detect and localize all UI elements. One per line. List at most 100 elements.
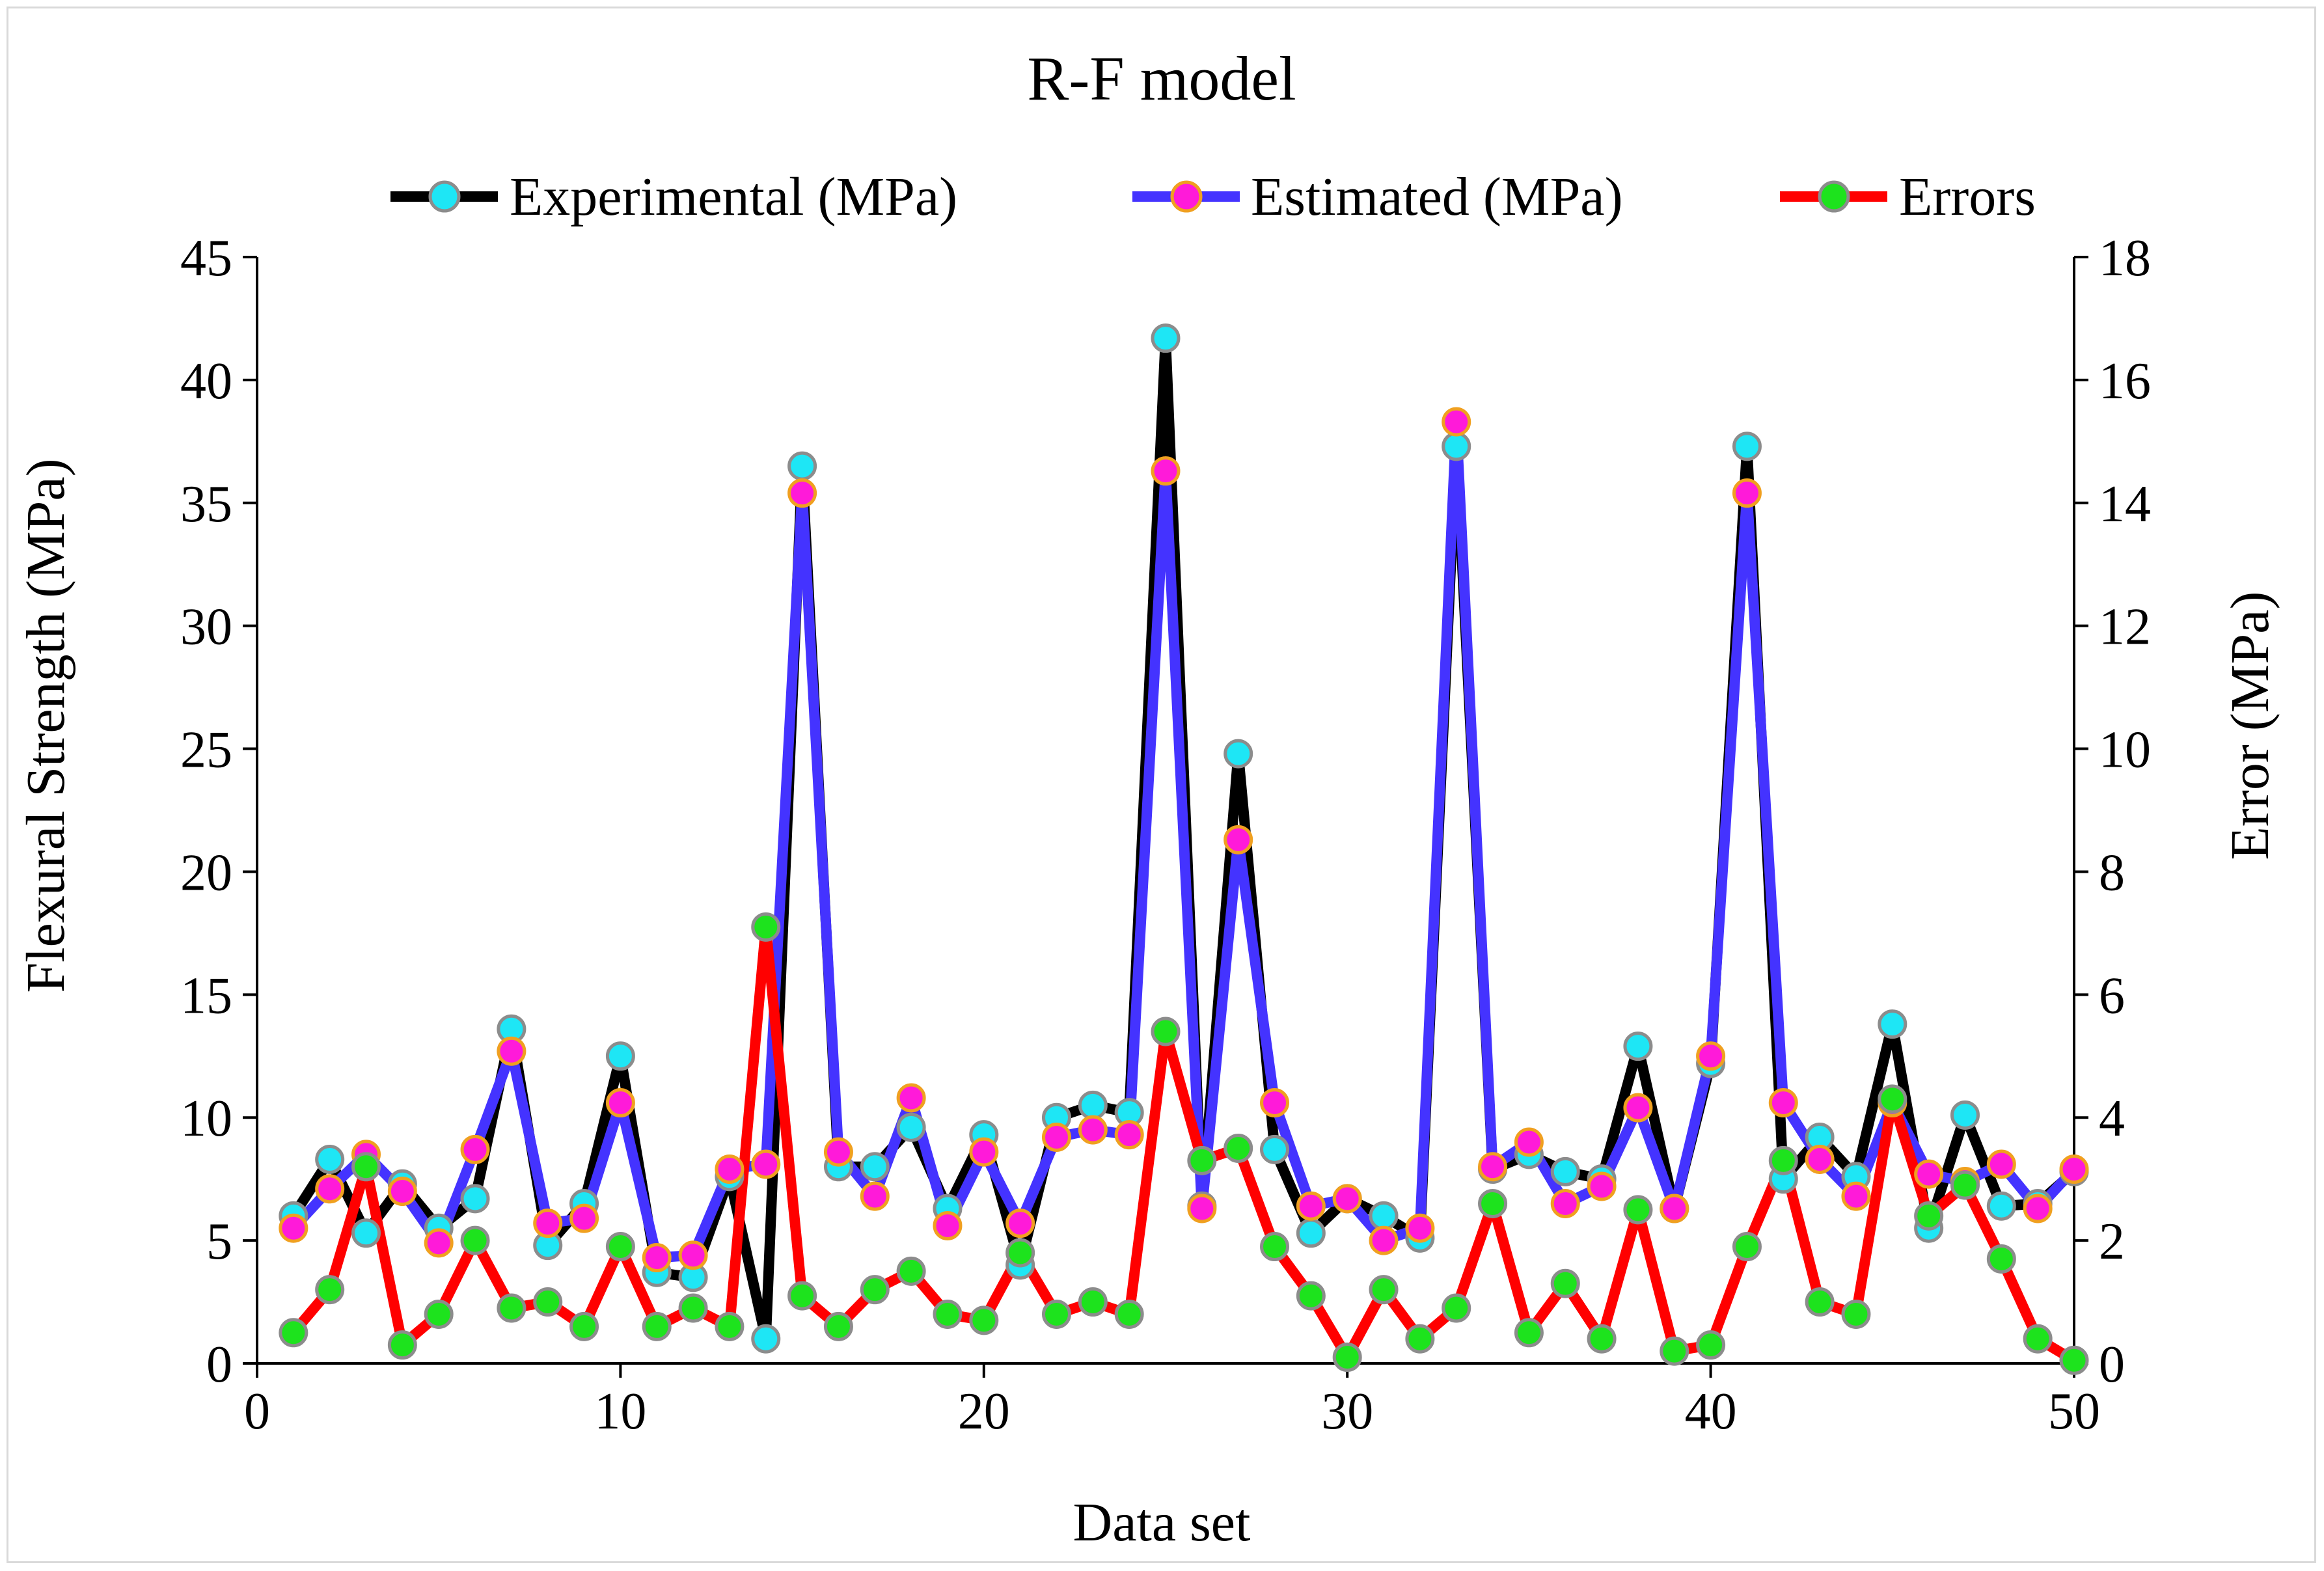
point-estimated	[1296, 1191, 1326, 1221]
point-experimental	[1986, 1191, 2016, 1221]
x-tick-label: 0	[244, 1383, 270, 1440]
point-estimated	[1805, 1144, 1835, 1174]
x-axis-label: Data set	[1073, 1492, 1251, 1553]
point-errors	[933, 1299, 963, 1329]
y-axis-left-label: Flexural Strength (MPa)	[16, 458, 76, 992]
point-errors	[1478, 1188, 1508, 1218]
point-estimated	[1151, 456, 1181, 486]
point-errors	[1005, 1238, 1035, 1268]
y-left-tick-label: 0	[206, 1336, 232, 1393]
point-errors	[1914, 1201, 1944, 1231]
legend-label-estimated: Estimated (MPa)	[1251, 167, 1623, 227]
point-experimental	[751, 1324, 781, 1354]
y-left-tick-label: 25	[180, 722, 232, 779]
point-estimated	[678, 1240, 708, 1270]
x-tick-label: 20	[958, 1383, 1010, 1440]
y-right-tick-label: 2	[2099, 1213, 2125, 1270]
point-errors	[787, 1281, 817, 1311]
point-errors	[1078, 1287, 1108, 1317]
y-right-tick-label: 4	[2099, 1090, 2125, 1147]
point-errors	[1805, 1287, 1835, 1317]
point-estimated	[715, 1154, 745, 1184]
point-errors	[1260, 1232, 1290, 1262]
point-estimated	[1224, 825, 1253, 854]
point-errors	[642, 1311, 672, 1341]
point-estimated	[823, 1137, 853, 1167]
y-right-tick-label: 6	[2099, 967, 2125, 1024]
point-errors	[1732, 1232, 1762, 1262]
point-experimental	[315, 1144, 345, 1174]
point-errors	[896, 1256, 926, 1286]
point-errors	[351, 1152, 381, 1182]
point-experimental	[460, 1184, 490, 1214]
point-estimated	[751, 1149, 781, 1179]
legend-item-experimental: Experimental (MPa)	[390, 167, 957, 227]
x-tick-label: 30	[1321, 1383, 1373, 1440]
y-left-tick-label: 15	[180, 967, 232, 1024]
point-errors	[1187, 1145, 1217, 1175]
point-experimental	[1878, 1009, 1907, 1039]
point-errors	[1296, 1281, 1326, 1311]
point-estimated	[1114, 1120, 1144, 1150]
point-estimated	[1550, 1188, 1580, 1218]
y-left-tick-label: 5	[206, 1213, 232, 1270]
point-experimental	[1550, 1156, 1580, 1186]
point-experimental	[605, 1041, 635, 1071]
point-errors	[1114, 1299, 1144, 1329]
point-errors	[1878, 1084, 1907, 1114]
point-errors	[387, 1330, 417, 1360]
point-estimated	[497, 1036, 526, 1066]
y-right-tick-label: 18	[2099, 230, 2151, 287]
y-left-tick-label: 10	[180, 1090, 232, 1147]
y-right-tick-label: 16	[2099, 353, 2151, 410]
point-experimental	[351, 1218, 381, 1248]
point-estimated	[1260, 1088, 1290, 1118]
point-experimental	[1151, 323, 1181, 353]
point-errors	[1696, 1330, 1726, 1360]
legend-item-estimated: Estimated (MPa)	[1132, 167, 1623, 227]
y-axis-right-label: Error (MPa)	[2220, 592, 2280, 860]
point-errors	[1550, 1268, 1580, 1298]
point-errors	[751, 912, 781, 942]
point-estimated	[933, 1210, 963, 1240]
point-experimental	[1442, 431, 1471, 461]
point-experimental	[1950, 1100, 1980, 1130]
point-estimated	[1841, 1181, 1871, 1211]
point-errors	[1514, 1318, 1544, 1348]
point-experimental	[1078, 1090, 1108, 1120]
point-errors	[533, 1287, 563, 1317]
y-right-tick-label: 12	[2099, 599, 2151, 656]
point-experimental	[1296, 1218, 1326, 1248]
point-estimated	[569, 1203, 599, 1233]
point-estimated	[1478, 1152, 1508, 1182]
y-right-tick-label: 8	[2099, 844, 2125, 901]
point-estimated	[969, 1137, 999, 1167]
point-errors	[823, 1311, 853, 1341]
legend-item-errors: Errors	[1780, 167, 2036, 227]
point-estimated	[387, 1177, 417, 1207]
y-right-tick-label: 14	[2099, 476, 2151, 533]
point-errors	[605, 1232, 635, 1262]
point-errors	[460, 1225, 490, 1255]
point-estimated	[1732, 478, 1762, 508]
x-tick-label: 40	[1685, 1383, 1737, 1440]
point-estimated	[1696, 1041, 1726, 1071]
point-estimated	[1332, 1184, 1362, 1214]
point-errors	[678, 1293, 708, 1323]
point-estimated	[279, 1213, 308, 1243]
point-estimated	[1041, 1122, 1071, 1152]
y-left-tick-label: 45	[180, 230, 232, 287]
point-errors	[1332, 1343, 1362, 1373]
point-estimated	[1660, 1194, 1689, 1223]
point-experimental	[860, 1152, 890, 1182]
point-errors	[1369, 1275, 1399, 1305]
point-estimated	[2059, 1154, 2089, 1184]
point-errors	[860, 1275, 890, 1305]
x-tick-label: 10	[594, 1383, 646, 1440]
point-estimated	[1187, 1194, 1217, 1223]
point-estimated	[1587, 1171, 1617, 1201]
legend-label-errors: Errors	[1899, 167, 2036, 227]
point-estimated	[1768, 1088, 1798, 1118]
point-errors	[2023, 1324, 2053, 1354]
